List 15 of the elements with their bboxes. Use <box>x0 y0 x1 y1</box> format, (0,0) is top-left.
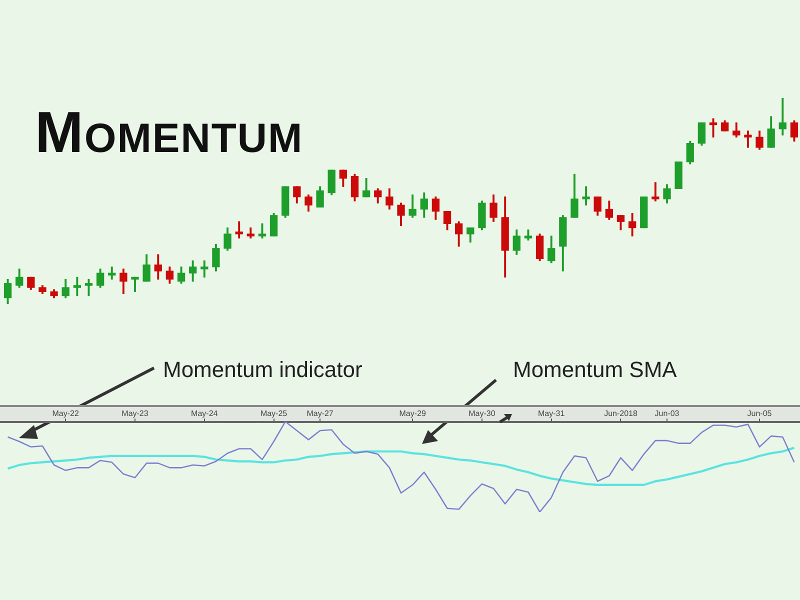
text: Momentum indicator <box>163 357 362 383</box>
x-tick-label: May-29 <box>399 409 426 418</box>
x-tick-label: May-27 <box>306 409 334 418</box>
chart-title: Momentum <box>35 100 304 165</box>
x-tick-label: May-22 <box>52 409 80 418</box>
x-tick-label: May-24 <box>191 409 218 418</box>
text: Momentum SMA <box>513 357 677 383</box>
x-tick-label: May-23 <box>122 409 149 418</box>
x-tick-label: Jun-03 <box>654 409 680 418</box>
x-tick-label: May-30 <box>468 409 496 418</box>
x-tick-label: Jun-2018 <box>604 409 638 418</box>
x-tick-label: May-25 <box>260 409 288 418</box>
x-tick-label: Jun-05 <box>747 409 772 418</box>
x-tick-label: May-31 <box>538 409 566 418</box>
candlestick <box>744 130 752 148</box>
